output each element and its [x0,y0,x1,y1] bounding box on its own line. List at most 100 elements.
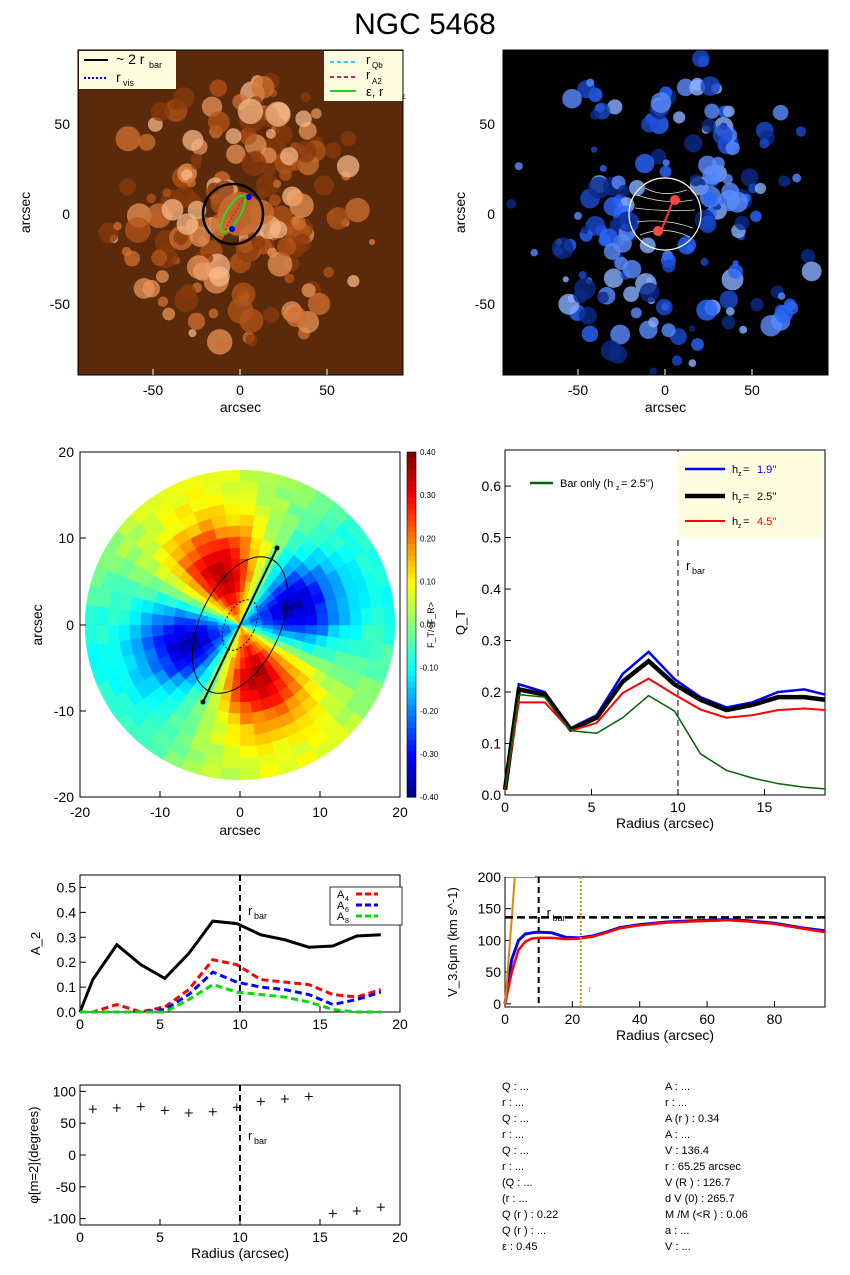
colorbar-segment [407,515,416,522]
colorbar-segment [407,607,416,614]
parameter-line: Q : ... [502,1113,529,1125]
emission-knot [172,87,195,109]
parameter-line: ε : 0.45 [502,1241,538,1253]
colorbar-segment [407,693,416,700]
emission-knot [133,278,155,299]
residual-knot [661,323,676,338]
ratio-cell [360,624,374,643]
parameter-list-right: A : ... r : ... A (r ) : 0.34 A : ... V : 13… [665,1080,748,1256]
qt-legend-label: h [732,491,738,503]
residual-knot [750,210,762,223]
residual-image-panel: -50 0 50 50 0 -50 arcsec arcsec [452,49,829,415]
colorbar-segment [407,647,416,654]
emission-knot [295,110,312,128]
bar-end-b [274,545,280,551]
y-tick-label: -20 [54,789,74,805]
ratio-cell [239,668,248,681]
residual-knot [649,367,658,376]
residual-knot [578,271,587,280]
residual-knot [728,264,743,279]
rbar-label-sub: bar [254,911,267,921]
ratio-cell [305,614,318,626]
residual-knot [648,317,659,328]
colorbar-tick: 0.30 [420,491,436,500]
emission-knot [347,275,360,288]
y-tick-label: 20 [58,444,74,460]
colorbar-segment [407,538,416,545]
ratio-cell [225,514,241,527]
x-tick-label: 0 [501,799,509,815]
x-tick-label: 0 [236,382,244,398]
emission-knot [340,130,357,147]
qt-legend-value: 2.5'' [757,491,777,503]
ratio-cell [95,605,109,626]
ratio-cell [95,624,109,645]
residual-knot [673,111,686,124]
emission-knot [186,177,196,188]
ratio-cell [239,503,257,516]
emission-knot [263,306,280,323]
colorbar-segment [407,555,416,562]
residual-knot [719,290,739,310]
y-tick-label: -50 [50,296,70,312]
colorbar-segment [407,774,416,781]
colorbar-tick: -0.40 [420,793,439,802]
colorbar-label: F_T/<F_R> [426,602,436,648]
foreground-star [369,239,375,245]
residual-knot [759,138,770,149]
emission-knot [280,147,299,166]
y-tick-label: 50 [479,116,495,132]
parameter-line: (Q : ... [502,1177,533,1189]
residual-knot [586,78,595,87]
y-tick-label: 0.5 [482,530,502,546]
residual-knot [610,324,631,345]
x-tick-label: 60 [699,1011,715,1027]
clip-top [505,863,535,877]
emission-knot [326,207,350,230]
x-tick-label: 20 [392,1016,408,1032]
qt-legend-label: h [732,464,738,476]
parameter-line: Q (r ) : ... [502,1225,546,1237]
x-tick-label: 20 [392,1229,408,1245]
rbar-label-sub: bar [692,566,705,576]
emission-knot [188,329,197,338]
legend-rvis-sub: vis [123,78,134,88]
bar-end-a [200,699,206,705]
colorbar-segment [407,590,416,597]
residual-knot [800,249,816,264]
emission-knot [226,144,246,164]
emission-knot [208,308,219,319]
residual-knot [700,76,721,96]
residual-knot [599,228,618,247]
colorbar-segment [407,526,416,534]
emission-knot [265,101,291,127]
x-tick-label: 20 [392,804,408,820]
residual-knot [712,124,733,145]
y-tick-label: -10 [54,703,74,719]
x-tick-label: -50 [143,382,163,398]
parameter-line: d V (0) : 265.7 [665,1193,735,1205]
residual-knot [702,192,717,207]
emission-knot [307,292,331,316]
y-axis-label: arcsec [452,192,468,233]
ratio-cell [349,624,362,642]
y-tick-label: 0 [487,206,495,222]
colorbar-segment [407,739,416,746]
qt-legend-sub: z [738,471,742,478]
x-tick-label: 10 [670,799,686,815]
emission-knot [265,128,276,139]
residual-knot [777,292,786,300]
y-tick-label: 100 [478,932,502,948]
bar-end-2 [246,194,252,200]
legend-rqb-sub: Qb [372,61,383,70]
colorbar-segment [407,452,416,459]
ratio-cell [173,624,186,634]
emission-knot [277,237,297,257]
ratio-cell [239,701,252,714]
force-field-circle [628,177,702,251]
residual-knot [722,173,733,185]
residual-knot [750,297,764,312]
emission-knot [186,255,211,280]
residual-knot [659,165,672,178]
emission-knot [162,188,172,198]
